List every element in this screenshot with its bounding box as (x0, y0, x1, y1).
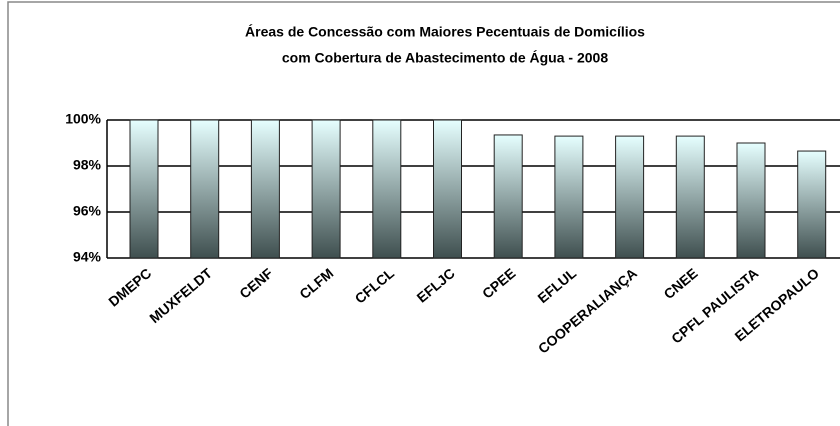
x-tick-label: CPEE (479, 265, 518, 302)
x-tick-label: MUXFELDT (146, 265, 215, 327)
chart-title: com Cobertura de Abastecimento de Água -… (282, 50, 608, 66)
bar (250, 119, 280, 259)
x-tick-label: CENF (236, 265, 276, 302)
bar (372, 119, 402, 259)
bar (493, 134, 523, 259)
bar (433, 119, 462, 259)
bar (675, 135, 705, 259)
chart-title: Áreas de Concessão com Maiores Pecentuai… (245, 24, 645, 40)
y-tick-label: 94% (73, 249, 102, 265)
bar (797, 150, 827, 259)
y-tick-label: 100% (65, 111, 101, 127)
x-tick-label: CNEE (661, 265, 701, 302)
x-tick-label: CFLCL (352, 265, 398, 307)
x-tick-label: COOPERALIANÇA (535, 265, 640, 357)
bar (129, 119, 159, 259)
x-tick-label: CLFM (296, 265, 336, 302)
chart-frame (7, 1, 840, 426)
x-tick-label: EFLJC (414, 265, 458, 306)
bar (190, 119, 220, 259)
bar (615, 135, 645, 259)
bar (736, 142, 766, 259)
y-tick-label: 96% (73, 203, 102, 219)
x-tick-label: EFLUL (534, 265, 579, 307)
x-tick-label: DMEPC (105, 265, 154, 310)
bar (554, 135, 584, 259)
bar (311, 119, 341, 259)
y-tick-label: 98% (73, 157, 102, 173)
